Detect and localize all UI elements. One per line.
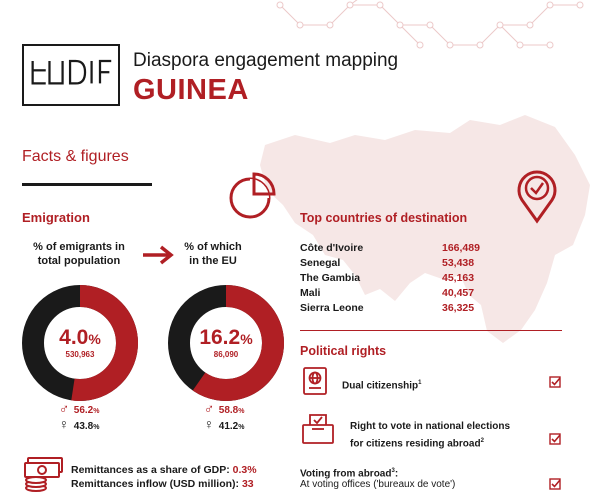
eudif-logo-mark — [31, 59, 112, 85]
emigrants-male-value: 56.2 — [73, 405, 94, 416]
remittances-inflow-label: Remittances inflow (USD million): — [71, 478, 242, 490]
vote-abroad-right-label: Right to vote in national elections for … — [350, 420, 510, 451]
eu-share-label: % of which in the EU — [168, 240, 258, 268]
destination-value: 45,163 — [442, 272, 475, 284]
remittances-inflow: Remittances inflow (USD million): 33 — [71, 477, 257, 491]
eu-male-value: 58.8 — [218, 405, 239, 416]
voting-colon: : — [394, 468, 399, 480]
emigrants-share-center: 4.0% 530,963 — [20, 326, 140, 359]
emigrants-count: 530,963 — [65, 350, 95, 359]
eu-female-suffix: % — [238, 424, 245, 431]
emigrants-gender-split: ♂ 56.2% ♀ 43.8% — [57, 400, 100, 434]
female-icon: ♀ — [58, 416, 70, 432]
vote-abroad-line2-wrap: for citizens residing abroad2 — [350, 434, 510, 451]
eu-share-label-line1: % of which — [184, 241, 242, 253]
footnote-3: 3 — [391, 468, 395, 474]
eu-share-center: 16.2% 86,090 — [166, 326, 286, 359]
page-title: Diaspora engagement mapping — [133, 50, 399, 71]
footnote-2: 2 — [480, 438, 484, 444]
emigrants-female-value: 43.8 — [73, 421, 94, 432]
destination-row: Mali 40,457 — [300, 286, 490, 301]
destination-country: The Gambia — [300, 272, 361, 284]
destination-country: Mali — [300, 287, 321, 299]
emigrants-share-label-line1: % of emigrants in — [33, 241, 125, 253]
guinea-map-silhouette — [260, 115, 590, 343]
emigrants-female-suffix: % — [93, 424, 100, 431]
dual-citizenship-text: Dual citizenship — [342, 380, 419, 392]
eu-share-arc — [192, 285, 284, 401]
destination-value: 53,438 — [442, 257, 475, 269]
money-icon — [24, 457, 63, 492]
emigrants-share-number: 4.0 — [59, 326, 89, 349]
political-rights-heading: Political rights — [300, 344, 387, 358]
right-arrow-icon — [143, 245, 174, 265]
emigration-heading: Emigration — [22, 210, 90, 225]
checkbox-checked-icon — [549, 433, 561, 445]
eu-share-value: 16.2% — [166, 326, 286, 350]
destination-row: The Gambia 45,163 — [300, 271, 490, 286]
destinations-table: Côte d'Ivoire 166,489 Senegal 53,438 The G… — [300, 241, 490, 316]
voting-method: At voting offices ('bureaux de vote') — [300, 479, 456, 490]
remittances-gdp-label: Remittances as a share of GDP: — [71, 464, 233, 476]
destination-value: 166,489 — [442, 242, 480, 254]
checkbox-checked-icon — [549, 376, 561, 388]
destination-country: Côte d'Ivoire — [300, 242, 364, 254]
location-pin-icon — [517, 170, 557, 224]
vote-abroad-line2: for citizens residing abroad — [350, 438, 481, 450]
eu-female-value: 41.2 — [218, 421, 239, 432]
destinations-heading: Top countries of destination — [300, 211, 468, 225]
destination-value: 40,457 — [442, 287, 475, 299]
emigrants-male-suffix: % — [93, 408, 100, 415]
country-name: GUINEA — [133, 74, 249, 106]
destination-row: Côte d'Ivoire 166,489 — [300, 241, 490, 256]
vote-abroad-line1: Right to vote in national elections — [350, 421, 511, 432]
destination-row: Senegal 53,438 — [300, 256, 490, 271]
facts-heading: Facts & figures — [22, 148, 129, 165]
eu-emigrants-count: 86,090 — [213, 350, 239, 359]
eu-gender-split: ♂ 58.8% ♀ 41.2% — [202, 400, 245, 434]
destination-country: Senegal — [300, 257, 341, 269]
emigrants-share-arc — [71, 285, 138, 401]
facts-divider — [22, 183, 152, 186]
remittances-block: Remittances as a share of GDP: 0.3% Remi… — [71, 463, 257, 491]
eu-male-suffix: % — [238, 408, 245, 415]
section-divider — [300, 330, 562, 331]
emigrants-share-label: % of emigrants in total population — [24, 240, 134, 268]
eu-share-number: 16.2 — [199, 326, 241, 349]
destination-value: 36,325 — [442, 302, 475, 314]
dual-citizenship-label: Dual citizenship1 — [342, 376, 421, 393]
male-icon: ♂ — [203, 400, 215, 416]
eu-share-unit: % — [240, 331, 253, 347]
remittances-gdp-value: 0.3% — [232, 464, 257, 476]
checkbox-checked-icon — [549, 478, 561, 490]
emigrants-share-unit: % — [88, 331, 101, 347]
emigrants-share-value: 4.0% — [20, 326, 140, 350]
eu-share-donut — [168, 285, 284, 401]
eudif-logo — [22, 44, 120, 106]
remittances-inflow-value: 33 — [241, 478, 254, 490]
pie-chart-icon — [229, 172, 276, 219]
emigrants-share-donut — [22, 285, 138, 401]
passport-icon — [303, 367, 327, 395]
female-icon: ♀ — [203, 416, 215, 432]
network-decoration — [276, 0, 584, 49]
destination-row: Sierra Leone 36,325 — [300, 301, 490, 316]
emigrants-share-label-line2: total population — [37, 255, 121, 267]
ballot-box-icon — [302, 414, 334, 444]
male-icon: ♂ — [58, 400, 70, 416]
destination-country: Sierra Leone — [300, 302, 364, 314]
eu-share-label-line2: in the EU — [189, 255, 237, 267]
remittances-gdp: Remittances as a share of GDP: 0.3% — [71, 463, 257, 477]
voting-from-abroad-text: Voting from abroad — [300, 468, 392, 480]
voting-from-abroad-label: Voting from abroad3: — [300, 464, 398, 481]
footnote-1: 1 — [418, 380, 422, 386]
